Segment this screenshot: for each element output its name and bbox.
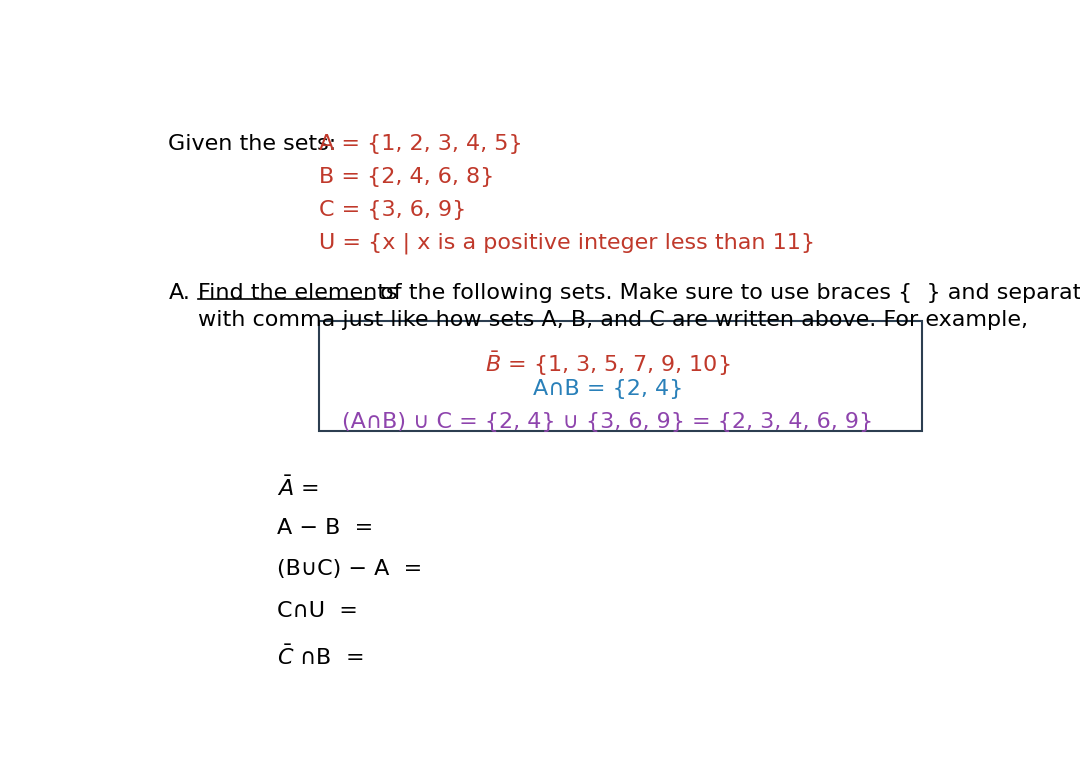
Text: $\bar{B}$ = {1, 3, 5, 7, 9, 10}: $\bar{B}$ = {1, 3, 5, 7, 9, 10} [485, 350, 730, 378]
Text: C = {3, 6, 9}: C = {3, 6, 9} [320, 200, 467, 220]
Text: C∩U  =: C∩U = [278, 601, 359, 621]
Text: (A∩B) ∪ C = {2, 4} ∪ {3, 6, 9} = {2, 3, 4, 6, 9}: (A∩B) ∪ C = {2, 4} ∪ {3, 6, 9} = {2, 3, … [342, 412, 874, 432]
Text: A = {1, 2, 3, 4, 5}: A = {1, 2, 3, 4, 5} [320, 134, 523, 154]
FancyBboxPatch shape [320, 321, 922, 432]
Text: $\bar{A}$ =: $\bar{A}$ = [278, 476, 319, 500]
Text: U = {x | x is a positive integer less than 11}: U = {x | x is a positive integer less th… [320, 232, 815, 254]
Text: $\bar{C}$ ∩B  =: $\bar{C}$ ∩B = [278, 645, 364, 669]
Text: with comma just like how sets A, B, and C are written above. For example,: with comma just like how sets A, B, and … [198, 310, 1028, 330]
Text: Find the elements: Find the elements [198, 283, 397, 303]
Text: Given the sets:: Given the sets: [168, 134, 337, 154]
Text: A − B  =: A − B = [278, 518, 374, 537]
Text: (B∪C) − A  =: (B∪C) − A = [278, 559, 422, 579]
Text: B = {2, 4, 6, 8}: B = {2, 4, 6, 8} [320, 167, 495, 187]
Text: of the following sets. Make sure to use braces {  } and separate elements: of the following sets. Make sure to use … [373, 283, 1080, 303]
Text: A∩B = {2, 4}: A∩B = {2, 4} [532, 379, 683, 399]
Text: A.: A. [168, 283, 190, 303]
